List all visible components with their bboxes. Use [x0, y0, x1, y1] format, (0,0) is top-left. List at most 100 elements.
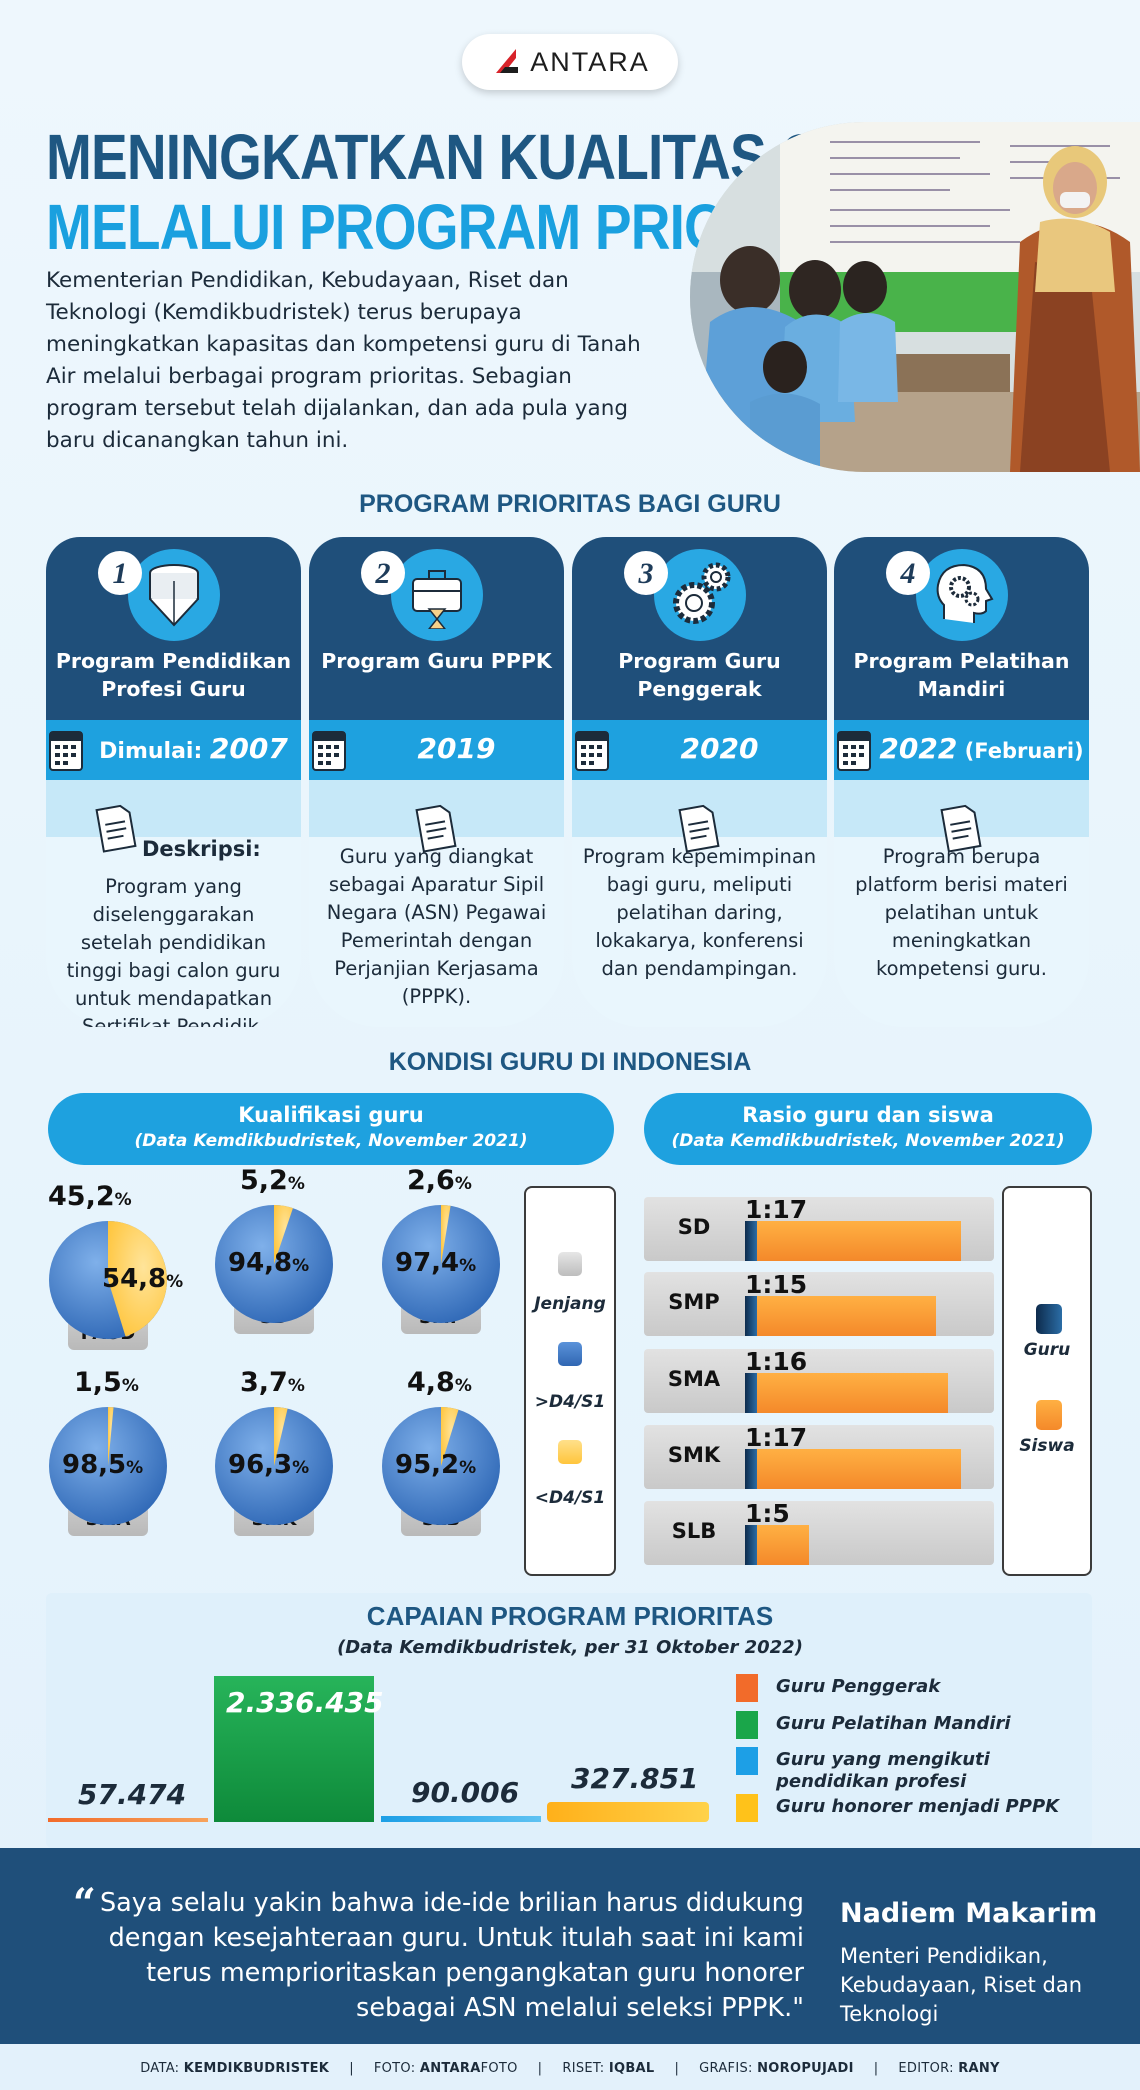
antara-logo: ANTARA	[462, 34, 678, 90]
program-name: Program Guru PPPK	[321, 649, 552, 673]
pie-slice-below	[108, 1221, 167, 1337]
program-body	[834, 837, 1089, 1027]
credit-label: EDITOR:	[898, 2061, 959, 2076]
pie-below-value: 45,2%	[48, 1181, 132, 1212]
pie-above-number: 94,8	[228, 1248, 293, 1278]
program-body	[46, 837, 301, 1027]
credit-label: GRAFIS:	[699, 2061, 758, 2076]
program-card: 2 Program Guru PPPK 2019 Guru yang diangkat…	[309, 537, 564, 1027]
credit-value: KEMDIKBUDRISTEK	[183, 2061, 330, 2076]
program-year-band: 2020	[572, 720, 827, 780]
capaian-value: 57.474	[78, 1778, 187, 1811]
calendar-icon	[48, 726, 84, 776]
program-year-band: 2022 (Februari)	[834, 720, 1089, 780]
program-card-header: 1 Program Pendidikan Profesi Guru	[46, 537, 301, 720]
document-icon	[937, 803, 983, 857]
credits-separator: |	[873, 2061, 879, 2076]
pie-svg	[49, 1407, 167, 1525]
classroom-photo	[690, 122, 1140, 472]
ratio-row-smk: SMK 1:17	[644, 1423, 994, 1489]
ratio-level-label: SMA	[667, 1367, 721, 1391]
pie-below-unit: %	[454, 1376, 472, 1396]
legend-label-guru: Guru	[1023, 1340, 1071, 1360]
capaian-bar	[48, 1818, 208, 1822]
pie-below-number: 3,7	[240, 1367, 288, 1398]
legend-swatch-guru	[1036, 1304, 1062, 1334]
capaian-legend-label: Guru yang mengikuti pendidikan profesi	[776, 1749, 990, 1792]
legend-label-below: <D4/S1	[534, 1488, 606, 1508]
pie-below-number: 2,6	[407, 1165, 455, 1196]
credit-value: ANTARA	[419, 2061, 481, 2076]
pie-below-unit: %	[287, 1174, 305, 1194]
pie-below-unit: %	[114, 1190, 132, 1210]
calendar-icon	[574, 726, 610, 776]
pie-above-value: 54,8%	[102, 1264, 183, 1294]
capaian-legend-label: Guru Pelatihan Mandiri	[776, 1713, 1011, 1734]
pie-slice-below	[108, 1407, 114, 1466]
pie-above-number: 97,4	[395, 1248, 460, 1278]
program-description: Program yang diselenggarakan setelah pen…	[66, 875, 281, 1027]
pie-above-value: 94,8%	[228, 1248, 309, 1278]
kualifikasi-subtitle: (Data Kemdikbudristek, November 2021)	[134, 1131, 528, 1151]
program-name: Program Pelatihan Mandiri	[853, 649, 1070, 701]
pie-below-value: 4,8%	[407, 1367, 472, 1398]
pie-above-unit: %	[292, 1458, 310, 1478]
pie-above-unit: %	[126, 1458, 144, 1478]
capaian-bar	[381, 1816, 541, 1822]
quote-band	[0, 1848, 1140, 2044]
ratio-level-label: SMK	[667, 1443, 721, 1467]
capaian-legend-swatch	[736, 1747, 758, 1775]
legend-label-jenjang: Jenjang	[534, 1294, 606, 1314]
credit-value: RANY	[958, 2061, 1000, 2076]
legend-label-above: >D4/S1	[534, 1392, 606, 1412]
capaian-legend-swatch	[736, 1794, 758, 1822]
pie-above-value: 96,3%	[228, 1450, 309, 1480]
legend-swatch-above	[558, 1342, 582, 1366]
rasio-subtitle: (Data Kemdikbudristek, November 2021)	[671, 1131, 1065, 1151]
credits-separator: |	[674, 2061, 680, 2076]
legend-label-siswa: Siswa	[1019, 1436, 1075, 1456]
pie-above-value: 97,4%	[395, 1248, 476, 1278]
program-card-header: 4 Program Pelatihan Mandiri	[834, 537, 1089, 720]
ratio-label: 1:17	[745, 1195, 808, 1224]
credits-separator: |	[537, 2061, 543, 2076]
program-desc-label: Deskripsi:	[142, 837, 261, 861]
credits-bar: DATA: KEMDIKBUDRISTEK | FOTO: ANTARAFOTO | R…	[0, 2048, 1140, 2090]
kondisi-section-title: KONDISI GURU DI INDONESIA	[388, 1048, 752, 1076]
program-name: Program Pendidikan Profesi Guru	[55, 649, 292, 701]
program-card-header: 2 Program Guru PPPK	[309, 537, 564, 720]
legend-swatch-below	[558, 1440, 582, 1464]
capaian-legend-label: Guru Penggerak	[776, 1676, 941, 1697]
program-icon-circle	[654, 549, 746, 641]
ratio-label: 1:15	[745, 1270, 808, 1299]
ratio-bar-siswa	[745, 1296, 936, 1336]
pie-svg	[382, 1205, 500, 1323]
pie-below-unit: %	[287, 1376, 305, 1396]
document-icon	[675, 803, 721, 857]
program-number: 3	[624, 551, 668, 595]
program-number: 2	[361, 551, 405, 595]
quote-mark-icon: “	[72, 1880, 96, 1927]
credit-value: NOROPUJADI	[757, 2061, 854, 2076]
pie-below-value: 1,5%	[74, 1367, 139, 1398]
capaian-legend-label: Guru honorer menjadi PPPK	[776, 1796, 1060, 1817]
program-body	[309, 837, 564, 1027]
ratio-label: 1:17	[745, 1423, 808, 1452]
program-name: Program Guru Penggerak	[618, 649, 781, 701]
ratio-level-label: SMP	[668, 1290, 720, 1314]
pie-below-number: 5,2	[240, 1165, 288, 1196]
rasio-header: Rasio guru dan siswa (Data Kemdikbudrist…	[644, 1093, 1092, 1165]
pie-above-number: 95,2	[395, 1450, 460, 1480]
pie-below-unit: %	[454, 1174, 472, 1194]
program-start-year: 2019	[349, 732, 564, 765]
program-year-band: 2019	[309, 720, 564, 780]
credit-item: RISET: IQBAL	[562, 2061, 654, 2076]
credit-value: IQBAL	[608, 2061, 655, 2076]
ratio-bar-guru	[745, 1449, 757, 1489]
pie-above-unit: %	[459, 1458, 477, 1478]
pie-above-unit: %	[292, 1256, 310, 1276]
program-body	[572, 837, 827, 1027]
credit-item: EDITOR: RANY	[898, 2061, 999, 2076]
pie-svg	[49, 1221, 167, 1339]
program-start-year: Dimulai: 2007	[86, 732, 301, 765]
